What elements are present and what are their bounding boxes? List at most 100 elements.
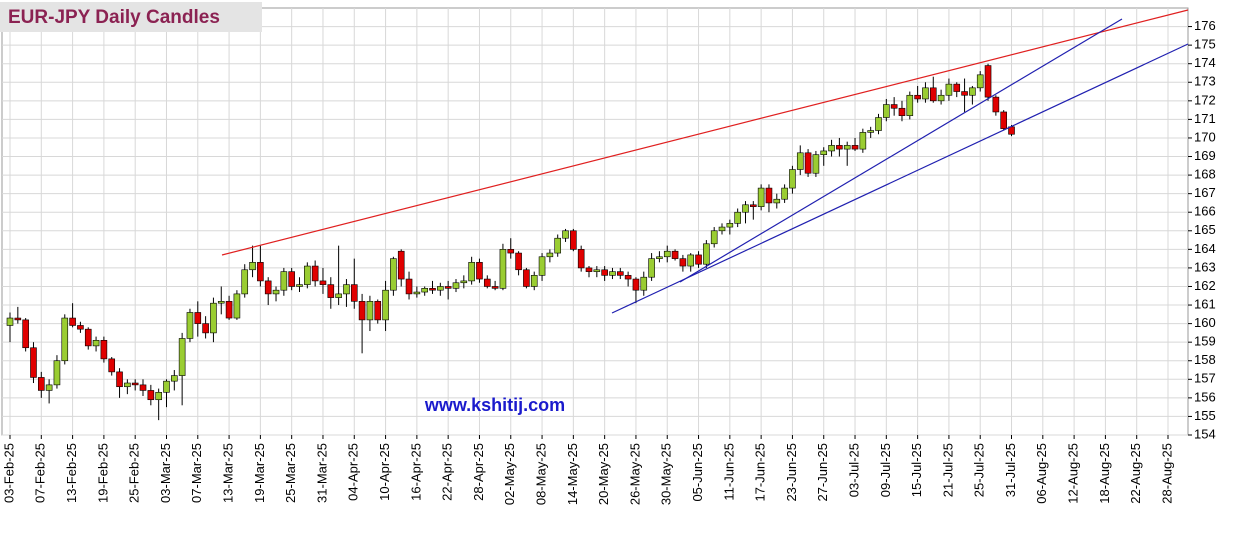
candle-body <box>124 382 131 388</box>
candle-body <box>405 278 413 295</box>
candle-body <box>499 249 507 289</box>
x-tick-label: 03-Feb-25 <box>1 443 16 503</box>
candle-body <box>695 254 702 265</box>
candle-body <box>851 145 859 150</box>
candle-body <box>84 328 92 347</box>
candle-body <box>914 94 921 100</box>
candle-body <box>249 262 256 271</box>
y-tick-label: 154 <box>1194 426 1216 441</box>
candle-body <box>836 145 843 150</box>
candle-body <box>945 83 953 96</box>
candle-body <box>335 293 342 298</box>
candle-body <box>609 271 616 276</box>
candle-body <box>843 145 851 150</box>
y-tick-label: 176 <box>1194 18 1216 33</box>
watermark: www.kshitij.com <box>424 395 565 415</box>
candle-body <box>452 282 460 289</box>
candle-body <box>327 284 335 298</box>
candle-body <box>429 288 436 291</box>
candle-body <box>530 275 538 287</box>
candle-body <box>710 230 718 245</box>
candle-body <box>507 249 515 254</box>
y-tick-label: 170 <box>1194 129 1216 144</box>
candle-body <box>61 317 69 362</box>
y-tick-label: 165 <box>1194 222 1216 237</box>
candle-body <box>648 258 655 278</box>
candle-body <box>178 338 186 376</box>
candle-body <box>922 87 929 100</box>
candle-body <box>750 204 757 207</box>
candle-body <box>570 230 577 250</box>
candle-body <box>538 256 546 276</box>
x-tick-label: 30-May-25 <box>659 443 674 505</box>
candle-body <box>296 284 303 287</box>
y-tick-label: 166 <box>1194 204 1216 219</box>
candle-body <box>30 347 37 378</box>
x-tick-label: 06-Aug-25 <box>1034 443 1049 504</box>
candle-body <box>718 226 726 232</box>
y-tick-label: 167 <box>1194 185 1216 200</box>
candle-body <box>906 94 914 116</box>
trend-line <box>221 9 1189 256</box>
chart-title: EUR-JPY Daily Candles <box>8 7 220 28</box>
x-tick-label: 07-Mar-25 <box>189 443 204 503</box>
x-tick-label: 09-Jul-25 <box>878 443 893 497</box>
x-tick-label: 31-Mar-25 <box>314 443 329 503</box>
candle-body <box>734 211 741 224</box>
x-tick-label: 07-Feb-25 <box>33 443 48 503</box>
candle-body <box>139 384 147 391</box>
y-tick-label: 173 <box>1194 74 1216 89</box>
candle-body <box>53 360 61 386</box>
candle-body <box>155 391 162 401</box>
y-tick-label: 172 <box>1194 92 1216 107</box>
y-tick-label: 171 <box>1194 111 1216 126</box>
x-tick-label: 22-Aug-25 <box>1128 443 1143 504</box>
candle-body <box>875 117 882 131</box>
candle-body <box>421 288 428 293</box>
candle-body <box>687 254 695 267</box>
candle-body <box>366 301 374 321</box>
candle-body <box>773 198 781 204</box>
candle-body <box>483 278 491 287</box>
candle-body <box>961 91 968 96</box>
candle-body <box>984 65 992 98</box>
x-tick-label: 13-Mar-25 <box>221 443 236 503</box>
candle-body <box>217 301 225 304</box>
candle-body <box>632 278 640 291</box>
candle-body <box>108 358 116 373</box>
candle-body <box>311 265 319 282</box>
candle-body <box>304 265 311 285</box>
candle-body <box>397 250 405 280</box>
x-tick-label: 03-Mar-25 <box>158 443 173 503</box>
candle-body <box>186 312 194 339</box>
candle-body <box>883 104 890 118</box>
candle-body <box>656 256 663 259</box>
candle-body <box>953 83 961 92</box>
candle-body <box>812 154 820 174</box>
candle-body <box>280 271 288 291</box>
candle-body <box>554 237 562 254</box>
x-tick-label: 17-Jun-25 <box>753 443 768 502</box>
candle-body <box>671 250 679 259</box>
y-tick-label: 160 <box>1194 315 1216 330</box>
candle-body <box>765 187 773 204</box>
candle-body <box>789 169 796 189</box>
candle-body <box>92 340 100 347</box>
y-tick-label: 164 <box>1194 241 1216 256</box>
candle-body <box>413 291 421 295</box>
candle-body <box>1000 111 1007 129</box>
candle-body <box>804 152 812 174</box>
candle-body <box>663 250 671 258</box>
x-tick-label: 14-May-25 <box>565 443 580 505</box>
x-tick-label: 31-Jul-25 <box>1003 443 1018 497</box>
title-box <box>0 2 262 32</box>
candle-body <box>131 382 139 386</box>
candle-body <box>491 286 499 289</box>
candle-body <box>601 269 608 276</box>
y-tick-label: 158 <box>1194 352 1216 367</box>
candle-body <box>210 302 217 334</box>
x-tick-label: 28-Aug-25 <box>1159 443 1174 504</box>
candle-body <box>546 252 554 258</box>
x-tick-label: 18-Aug-25 <box>1097 443 1112 504</box>
